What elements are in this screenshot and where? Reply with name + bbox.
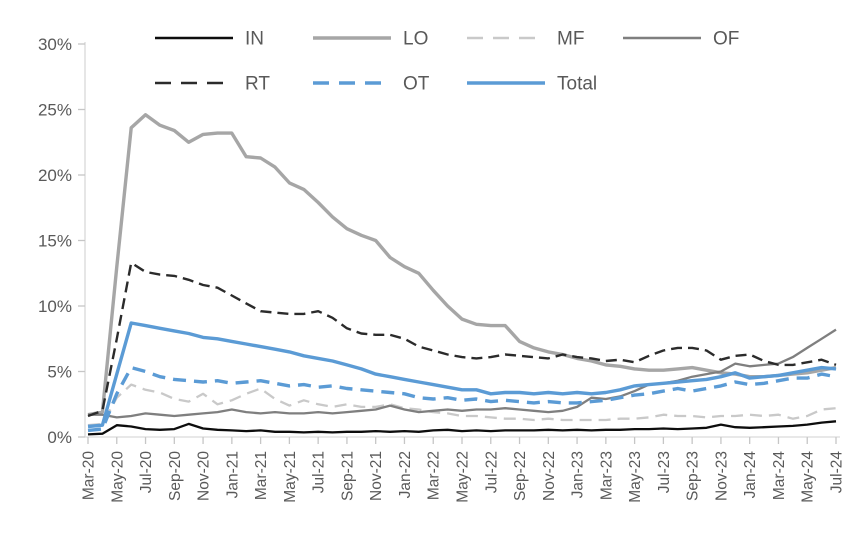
- x-axis-label: Mar-21: [253, 451, 270, 500]
- x-axis-label: Nov-20: [196, 451, 213, 501]
- x-axis-label: Mar-20: [81, 451, 98, 500]
- y-axis-label: 10%: [38, 297, 72, 316]
- legend-label-in: IN: [245, 29, 264, 50]
- x-axis-label: Jan-24: [742, 451, 759, 499]
- series-line-rt: [87, 261, 837, 418]
- x-axis-label: Nov-21: [368, 451, 385, 501]
- legend-label-of: OF: [713, 29, 739, 50]
- series-line-of: [88, 328, 837, 419]
- x-axis-label: Jul-20: [138, 451, 155, 494]
- x-axis-label: Nov-23: [713, 451, 730, 501]
- x-axis-label: May-20: [109, 451, 126, 503]
- x-axis-label: Mar-24: [771, 451, 788, 500]
- x-axis-label: Sep-23: [685, 451, 702, 501]
- x-axis-label: Jul-23: [656, 451, 673, 493]
- legend-label-rt: RT: [245, 74, 270, 95]
- x-axis-label: Mar-22: [426, 451, 443, 500]
- y-axis-label: 30%: [38, 35, 72, 54]
- x-axis-label: Jan-22: [397, 451, 414, 498]
- y-axis-label: 25%: [38, 101, 72, 120]
- y-axis-label: 0%: [47, 428, 72, 447]
- x-axis-label: May-24: [800, 451, 817, 503]
- x-axis-label: Sep-21: [339, 451, 356, 501]
- series-line-mf: [87, 383, 837, 427]
- series-line-in: [87, 420, 837, 436]
- x-axis-label: May-22: [455, 451, 472, 503]
- x-axis-label: Jul-21: [311, 451, 328, 493]
- legend-label-total: Total: [557, 74, 597, 95]
- series-line-total: [87, 321, 837, 429]
- y-axis-label: 5%: [47, 363, 72, 382]
- series-line-lo: [87, 112, 837, 417]
- y-axis-label: 15%: [38, 232, 72, 251]
- x-axis-label: Jul-22: [483, 451, 500, 493]
- x-axis-label: Nov-22: [541, 451, 558, 501]
- x-axis-label: May-23: [627, 451, 644, 503]
- x-axis-label: Sep-22: [512, 451, 529, 501]
- legend-label-ot: OT: [403, 74, 430, 95]
- x-axis-label: Jan-21: [224, 451, 241, 498]
- x-axis-label: May-21: [282, 451, 299, 503]
- legend-label-lo: LO: [403, 29, 428, 50]
- y-axis-label: 20%: [38, 166, 72, 185]
- legend-label-mf: MF: [557, 29, 584, 50]
- x-axis-label: Jan-23: [570, 451, 587, 498]
- x-axis-label: Mar-23: [598, 451, 615, 500]
- x-axis-label: Jul-24: [829, 451, 846, 494]
- x-axis-label: Sep-20: [167, 451, 184, 501]
